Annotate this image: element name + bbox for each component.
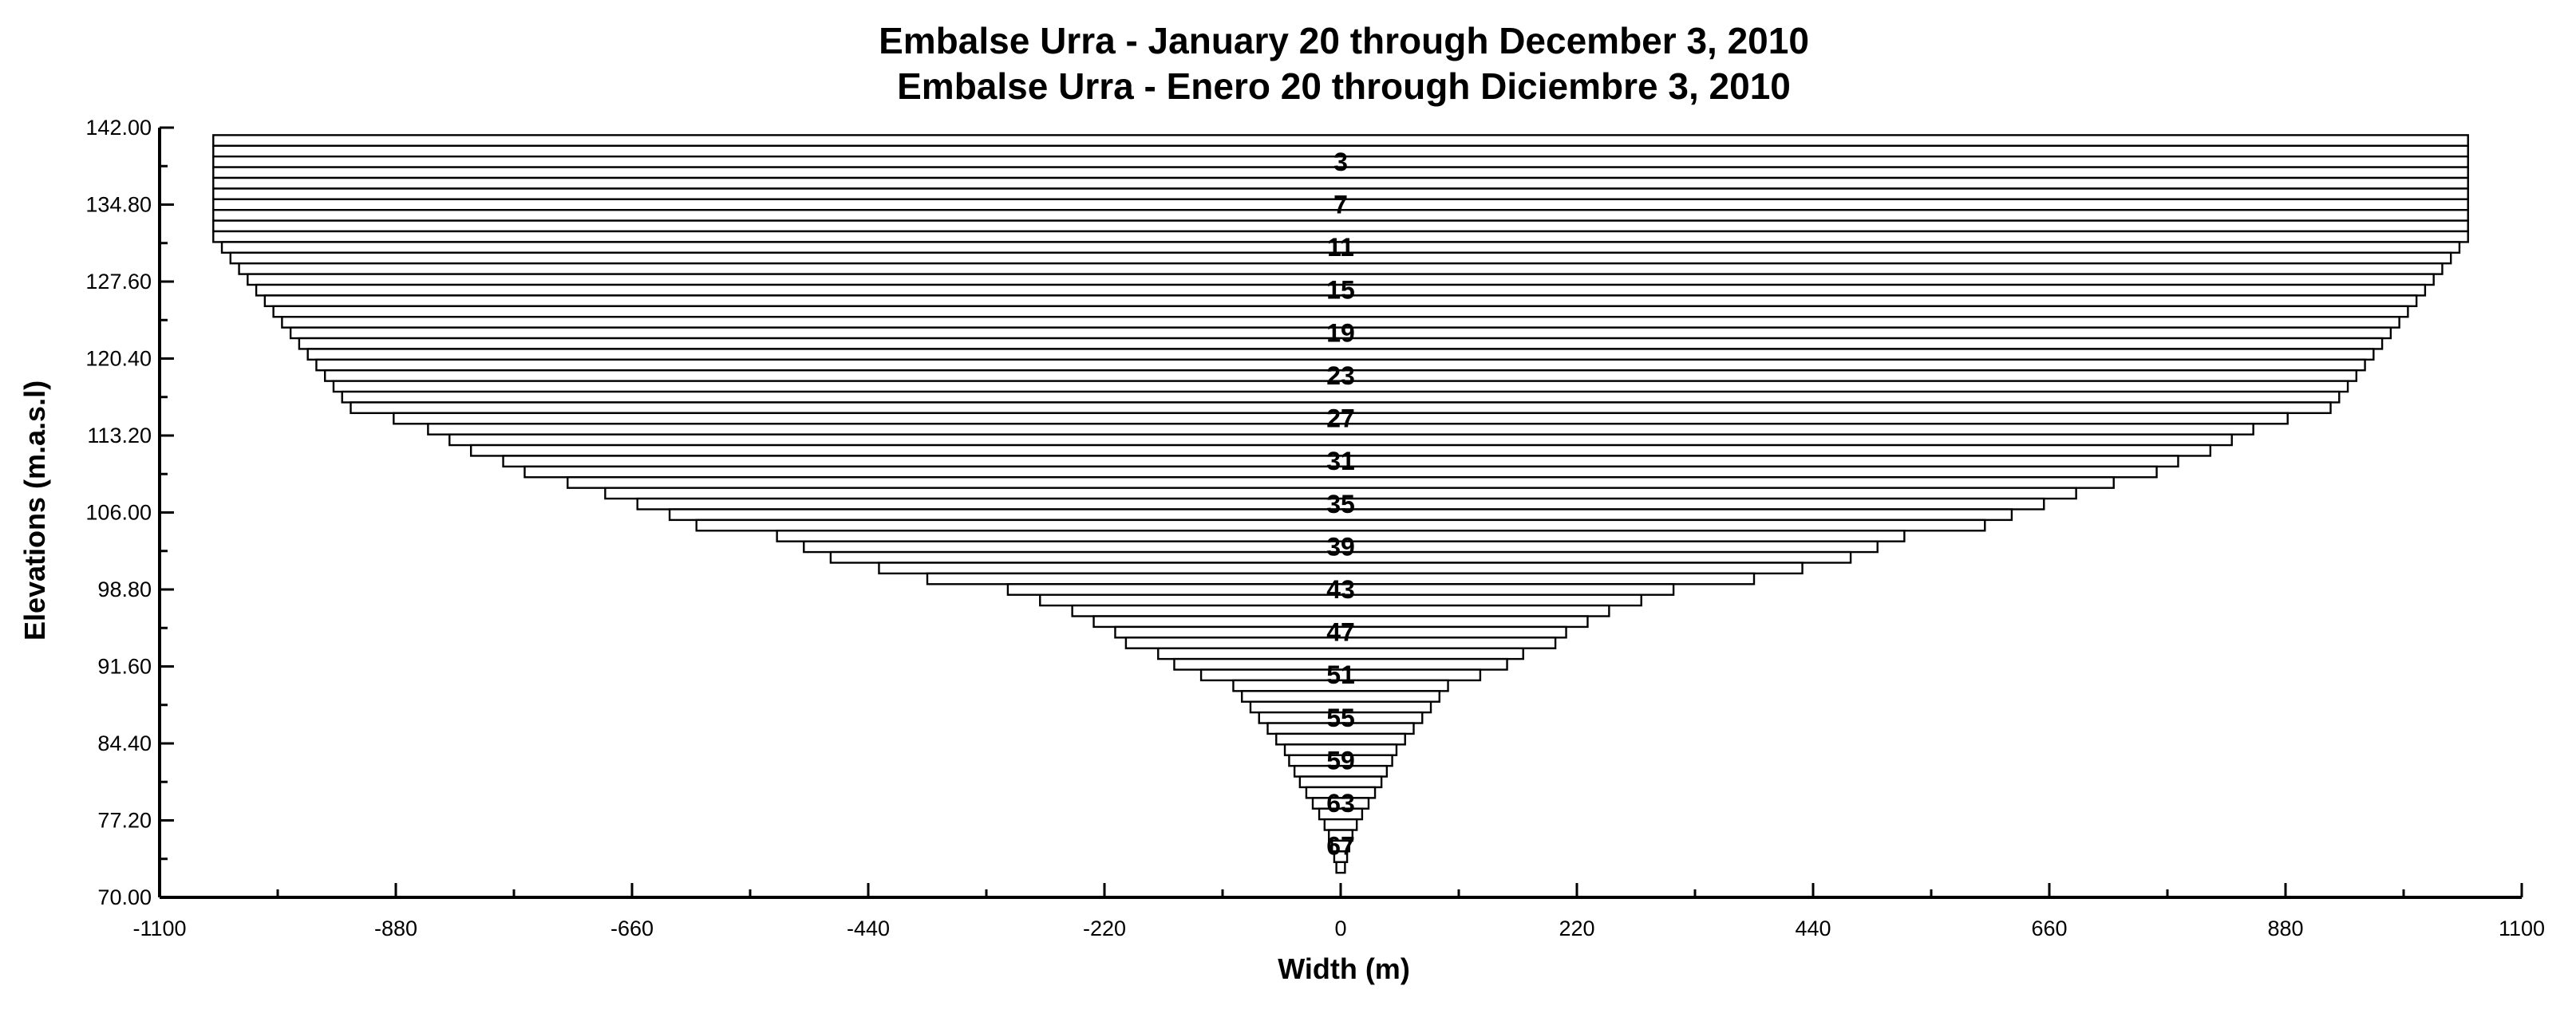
- segment-label-39: 39: [1326, 532, 1355, 561]
- segment-bar-61: [1298, 775, 1383, 789]
- segment-label-15: 15: [1326, 276, 1355, 305]
- y-tick-label: 91.60: [97, 655, 152, 679]
- segment-bar-65: [1323, 818, 1358, 831]
- x-tick-label: 220: [1559, 917, 1594, 940]
- chart-title: Embalse Urra - January 20 through Decemb…: [879, 20, 1809, 61]
- segment-label-67: 67: [1326, 832, 1355, 861]
- y-axis-title: Elevations (m.a.s.l): [18, 380, 51, 641]
- x-tick-label: -440: [847, 917, 890, 940]
- segment-bar-21: [306, 348, 2375, 361]
- x-tick-label: -660: [610, 917, 654, 940]
- segment-bar-13: [238, 262, 2444, 275]
- y-tick-label: 98.80: [97, 578, 152, 601]
- segment-bar-5: [212, 176, 2469, 190]
- segment-label-19: 19: [1326, 318, 1355, 347]
- axes-layer: -1100 -880 -660 -440 -220 0 220 440 660 880 1100 70…: [85, 116, 2545, 940]
- y-tick-label: 77.20: [97, 809, 152, 833]
- segment-labels-layer: 3 7 11 15 19 23 27 31 35 39 43 47 51 55 59 63 67: [1326, 148, 1355, 861]
- y-tick-label: 142.00: [85, 116, 152, 140]
- segment-bar-69: [1335, 861, 1346, 874]
- segment-label-47: 47: [1326, 618, 1355, 647]
- segment-bar-1: [212, 134, 2469, 147]
- y-tick-label: 127.60: [85, 270, 152, 294]
- segment-bar-33: [567, 476, 2115, 489]
- x-tick-label: -220: [1083, 917, 1126, 940]
- chart-subtitle: Embalse Urra - Enero 20 through Diciembr…: [897, 65, 1791, 107]
- bars-layer: [212, 134, 2469, 874]
- segment-bar-25: [341, 390, 2341, 404]
- y-tick-label: 84.40: [97, 731, 152, 755]
- segment-label-11: 11: [1327, 233, 1354, 262]
- x-tick-label: 660: [2031, 917, 2067, 940]
- x-tick-label: -880: [374, 917, 417, 940]
- segment-bar-49: [1157, 647, 1524, 660]
- segment-label-31: 31: [1326, 447, 1355, 475]
- x-tick-label: -1100: [132, 917, 186, 940]
- segment-label-3: 3: [1333, 148, 1348, 176]
- segment-bar-53: [1241, 690, 1440, 703]
- x-tick-label: 1100: [2499, 917, 2545, 940]
- segment-bar-45: [1071, 604, 1610, 617]
- segment-bar-29: [448, 433, 2233, 447]
- segment-bar-41: [878, 562, 1804, 575]
- segment-bar-17: [272, 305, 2409, 318]
- segment-label-43: 43: [1326, 575, 1355, 604]
- y-tick-label: 120.40: [85, 347, 152, 371]
- y-tick-label: 70.00: [97, 885, 152, 909]
- segment-label-63: 63: [1326, 789, 1355, 818]
- segment-bar-57: [1275, 732, 1406, 746]
- x-tick-label: 440: [1795, 917, 1831, 940]
- segment-bar-37: [695, 518, 1986, 532]
- segment-label-23: 23: [1326, 361, 1355, 390]
- y-tick-label: 106.00: [85, 501, 152, 525]
- segment-label-55: 55: [1326, 704, 1355, 732]
- segment-bar-9: [212, 219, 2469, 233]
- segment-label-51: 51: [1326, 660, 1355, 689]
- x-axis-title: Width (m): [1278, 952, 1410, 985]
- x-tick-label: 0: [1334, 917, 1346, 940]
- x-tick-label: 880: [2267, 917, 2303, 940]
- segment-label-27: 27: [1326, 404, 1355, 433]
- segment-label-7: 7: [1333, 191, 1348, 219]
- segment-label-35: 35: [1326, 490, 1355, 518]
- y-tick-label: 113.20: [87, 424, 152, 447]
- y-tick-label: 134.80: [85, 193, 152, 217]
- segment-label-59: 59: [1326, 746, 1355, 775]
